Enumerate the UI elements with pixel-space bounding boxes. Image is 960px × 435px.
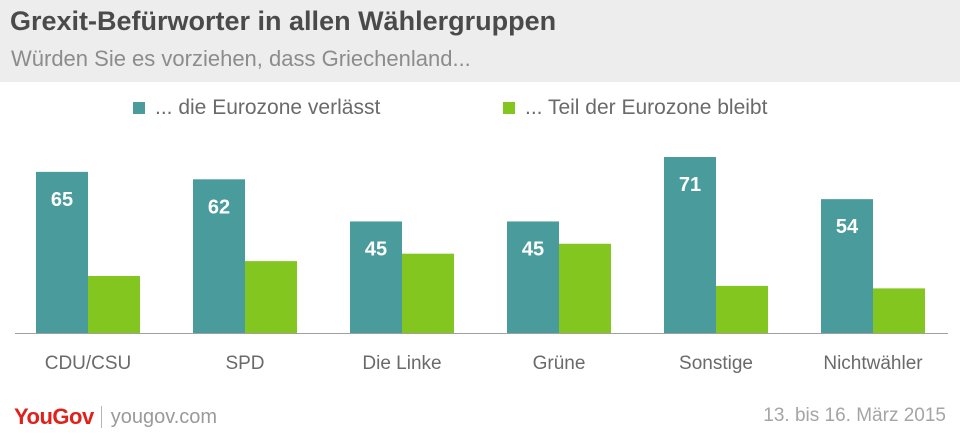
bar-chart: 65 23 CDU/CSU 62 29 SPD 45 32 Die Linke 45 36 Grüne… xyxy=(15,157,948,374)
footer: YouGov yougov.com 13. bis 16. März 2015 xyxy=(0,395,960,435)
bar-1-0 xyxy=(36,171,88,333)
data-label-2-3: 36 xyxy=(574,261,596,283)
chart-subtitle: Würden Sie es vorziehen, dass Griechenla… xyxy=(11,46,471,71)
bar-1-3 xyxy=(507,221,559,333)
category-label-0: CDU/CSU xyxy=(45,353,132,374)
data-label-2-0: 23 xyxy=(103,293,125,315)
data-label-2-4: 19 xyxy=(731,303,753,325)
bar-1-1 xyxy=(193,179,245,333)
legend-label-series-2: ... Teil der Eurozone bleibt xyxy=(525,96,768,119)
data-label-1-4: 71 xyxy=(679,174,701,196)
data-label-1-2: 45 xyxy=(365,238,387,260)
bar-2-3 xyxy=(559,243,611,333)
data-label-1-5: 54 xyxy=(836,216,859,238)
logo-url: yougov.com xyxy=(110,405,218,428)
header: Grexit-Befürworter in allen Wählergruppe… xyxy=(0,0,960,82)
survey-date: 13. bis 16. März 2015 xyxy=(763,405,946,426)
category-label-2: Die Linke xyxy=(362,353,441,374)
category-label-1: SPD xyxy=(225,353,264,374)
legend-item-series-1: ... die Eurozone verlässt xyxy=(133,96,380,120)
category-label-3: Grüne xyxy=(533,353,586,374)
legend: ... die Eurozone verlässt ... Teil der E… xyxy=(0,96,960,126)
data-label-1-1: 62 xyxy=(208,196,230,218)
category-label-4: Sonstige xyxy=(679,353,753,374)
data-label-1-3: 45 xyxy=(522,238,544,260)
bar-2-4 xyxy=(716,285,768,333)
chart-title: Grexit-Befürworter in allen Wählergruppe… xyxy=(10,6,557,36)
bar-1-4 xyxy=(664,157,716,333)
logo-brand: YouGov xyxy=(14,404,94,429)
data-label-2-5: 18 xyxy=(888,305,910,327)
bar-2-2 xyxy=(402,253,454,333)
legend-item-series-2: ... Teil der Eurozone bleibt xyxy=(503,96,767,120)
bar-1-5 xyxy=(821,199,873,333)
data-label-2-2: 32 xyxy=(417,271,439,293)
bar-1-2 xyxy=(350,221,402,333)
legend-swatch-series-2 xyxy=(503,102,515,114)
legend-label-series-1: ... die Eurozone verlässt xyxy=(155,96,381,119)
legend-swatch-series-1 xyxy=(133,102,145,114)
bar-2-5 xyxy=(873,288,925,333)
category-label-5: Nichtwähler xyxy=(823,353,923,374)
yougov-logo: YouGov yougov.com xyxy=(14,403,217,431)
data-label-1-0: 65 xyxy=(51,189,73,211)
logo-divider xyxy=(100,406,102,428)
bar-2-0 xyxy=(88,275,140,333)
data-label-2-1: 29 xyxy=(260,278,282,300)
bar-2-1 xyxy=(245,261,297,333)
